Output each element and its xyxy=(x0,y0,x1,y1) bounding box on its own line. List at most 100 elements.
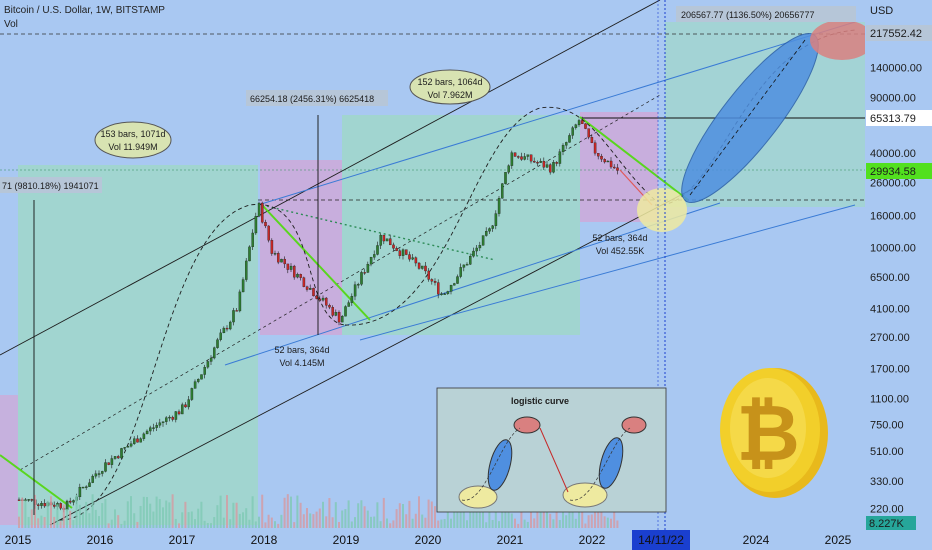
candle-body xyxy=(133,438,136,444)
volume-bar xyxy=(306,508,308,528)
candle-body xyxy=(542,161,546,168)
badge-current-price xyxy=(866,163,932,179)
candle-body xyxy=(453,283,456,286)
cycle-zone-2019 xyxy=(342,115,580,335)
axis-currency: USD xyxy=(870,5,893,17)
volume-bar xyxy=(152,511,155,528)
candle-body xyxy=(613,166,616,169)
inset-red-1 xyxy=(513,416,541,434)
candle-body xyxy=(337,312,341,323)
volume-bar xyxy=(123,520,126,528)
projection-red-ellipse xyxy=(810,20,874,60)
candle-body xyxy=(94,473,98,477)
candle-body xyxy=(430,279,434,282)
volume-bar xyxy=(446,509,449,528)
volume-bar xyxy=(309,513,312,528)
bear-2018-line1: 52 bars, 364d xyxy=(274,345,329,355)
candle-body xyxy=(43,503,46,507)
volume-bar xyxy=(357,503,360,528)
volume-bar xyxy=(392,520,395,528)
blue-trend-lower xyxy=(224,202,721,366)
chart-title: Bitcoin / U.S. Dollar, 1W, BITSTAMP xyxy=(4,5,165,16)
volume-bar xyxy=(469,500,472,528)
volume-bar xyxy=(267,514,270,528)
volume-bar xyxy=(165,500,168,528)
candle-body xyxy=(456,276,459,284)
candle-body xyxy=(53,504,56,507)
candle-body xyxy=(248,246,251,262)
channel-lower xyxy=(49,184,701,526)
candle-body xyxy=(142,433,146,439)
candle-body xyxy=(321,297,325,301)
volume-bar xyxy=(107,523,110,528)
volume-bar xyxy=(66,509,68,528)
volume-bar xyxy=(194,519,196,528)
candle-body xyxy=(590,137,594,143)
candle-body xyxy=(360,272,363,285)
volume-bar xyxy=(178,523,180,528)
candle-body xyxy=(401,249,405,256)
candle-body xyxy=(296,274,299,278)
badge-top-target-text: 217552.42 xyxy=(870,28,922,40)
candle-body xyxy=(318,298,322,301)
volume-bar xyxy=(280,514,283,528)
volume-bar xyxy=(261,494,264,528)
candle-body xyxy=(110,458,114,465)
volume-bar xyxy=(213,517,216,528)
volume-bar xyxy=(549,513,552,528)
volume-bar xyxy=(443,519,446,528)
volume-bar xyxy=(302,514,305,528)
badge-top-target xyxy=(866,25,932,41)
candle-body xyxy=(389,238,392,246)
volume-bar xyxy=(40,515,43,528)
volume-bar xyxy=(373,516,376,528)
candle-body xyxy=(97,473,101,475)
candle-body xyxy=(305,286,309,290)
volume-bar xyxy=(539,502,542,528)
volume-bar xyxy=(370,516,372,528)
candle-body xyxy=(568,135,571,143)
volume-bar xyxy=(226,495,228,528)
candle-body xyxy=(529,154,533,162)
volume-bar xyxy=(565,515,568,528)
volume-bar xyxy=(117,515,120,528)
volume-bar xyxy=(434,506,436,528)
inset-arrow xyxy=(539,427,569,493)
candle-body xyxy=(427,270,430,280)
candle-body xyxy=(449,285,453,292)
candle-body xyxy=(59,503,62,509)
candle-body xyxy=(168,416,171,419)
candle-body xyxy=(472,250,475,257)
volume-bar xyxy=(53,516,56,528)
badge-ath xyxy=(866,110,932,126)
volume-bar xyxy=(219,495,222,528)
volume-bar xyxy=(395,509,398,528)
volume-bar xyxy=(190,511,193,528)
volume-bar xyxy=(312,514,315,528)
candle-body xyxy=(616,167,619,171)
candle-body xyxy=(536,162,539,164)
candle-body xyxy=(101,471,104,474)
candle-body xyxy=(555,162,558,164)
volume-bar xyxy=(606,517,609,528)
candle-body xyxy=(200,374,203,380)
volume-bar xyxy=(27,516,30,528)
volume-bar xyxy=(363,506,366,528)
volume-bar xyxy=(283,497,286,528)
volume-bar xyxy=(437,520,440,528)
date-highlight-text: 14/11/22 xyxy=(638,533,684,547)
year-tick-label: 2019 xyxy=(333,533,360,547)
volume-bar xyxy=(130,496,132,528)
candle-body xyxy=(171,416,174,420)
candle-body xyxy=(494,213,498,226)
candle-body xyxy=(181,404,184,415)
candle-body xyxy=(507,165,510,173)
volume-bar xyxy=(418,496,420,528)
price-tick-label: 220.00 xyxy=(870,503,904,515)
volume-bar xyxy=(56,504,59,528)
left-pink-sliver xyxy=(0,395,18,525)
candle-body xyxy=(40,503,43,506)
year-tick-label: 2017 xyxy=(169,533,196,547)
volume-bar xyxy=(245,508,248,528)
